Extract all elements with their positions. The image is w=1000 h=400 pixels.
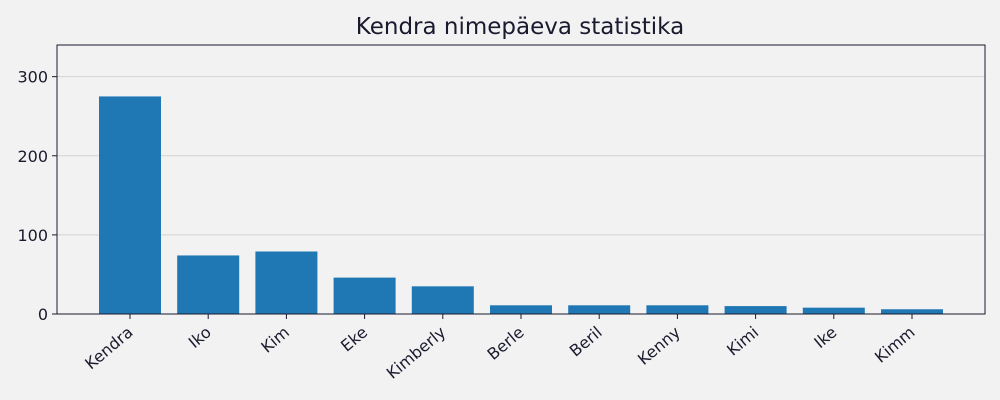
x-tick-label: Berle [483,323,527,364]
x-tick-label: Kimm [871,323,919,367]
grid-lines [57,76,985,236]
bar-beril [568,305,631,314]
y-tick-label: 100 [17,226,48,245]
bars [99,96,943,314]
x-tick-label: Kimberly [383,323,450,383]
bar-ike [802,307,865,314]
y-tick-label: 300 [17,68,48,87]
bar-kimi [724,306,787,314]
x-tick-label: Ike [810,323,840,353]
x-tick-label: Kendra [81,323,136,374]
bar-kendra [99,96,161,314]
bar-kim [255,251,318,314]
chart-title: Kendra nimepäeva statistika [356,14,684,40]
bar-iko [177,255,240,314]
x-tick-label: Kimi [723,323,762,360]
y-tick-label: 200 [17,147,48,166]
bar-eke [333,277,396,314]
bar-kenny [646,305,709,314]
x-tick-label: Beril [566,323,606,361]
x-tick-label: Iko [185,323,215,352]
x-tick-label: Kenny [634,323,684,369]
plot-frame [56,44,986,315]
x-tick-label: Eke [337,323,371,356]
bar-kimberly [411,286,474,314]
x-tick-label: Kim [257,323,293,357]
y-tick-label: 0 [38,305,48,324]
bar-berle [490,305,552,314]
bar-kimm [881,309,943,314]
axes [52,44,986,319]
